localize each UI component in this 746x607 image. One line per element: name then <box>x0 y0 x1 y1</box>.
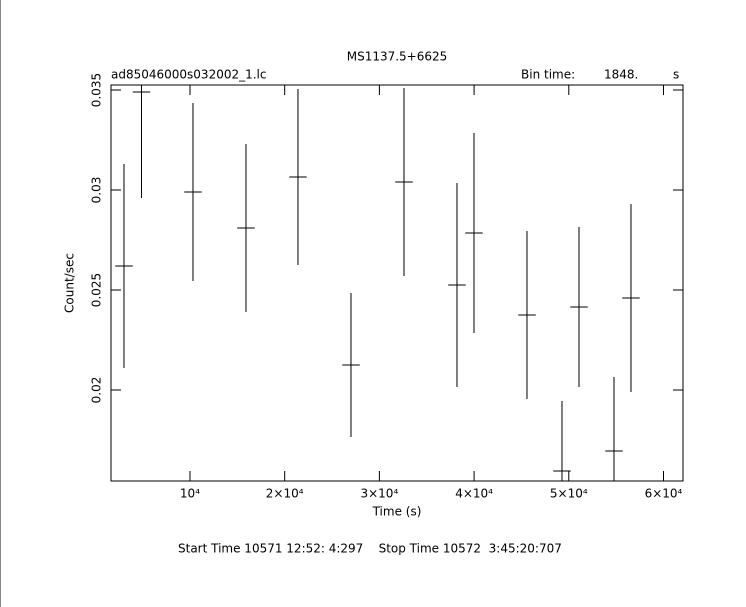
footer: Start Time 10571 12:52: 4:297 Stop Time … <box>178 542 562 556</box>
y-axis-label: Count/sec <box>63 253 77 313</box>
x-tick-label: 10⁴ <box>180 487 200 501</box>
plot-area <box>115 85 640 481</box>
x-axis-label: Time (s) <box>372 505 422 519</box>
bin-time-title: Bin time: <box>521 68 575 82</box>
x-tick-label: 4×10⁴ <box>455 487 493 501</box>
y-tick-label: 0.02 <box>90 377 104 404</box>
x-tick-label: 2×10⁴ <box>266 487 304 501</box>
x-tick-label: 3×10⁴ <box>360 487 398 501</box>
y-tick-label: 0.025 <box>90 273 104 307</box>
bin-time-unit: s <box>673 68 679 82</box>
x-tick-label: 6×10⁴ <box>645 487 683 501</box>
y-tick-label: 0.03 <box>90 177 104 204</box>
x-tick-label: 5×10⁴ <box>550 487 588 501</box>
axes: 10⁴ 2×10⁴ 3×10⁴ 4×10⁴ 5×10⁴ 6×10⁴ 0.02 0.025 0.0… <box>90 73 683 501</box>
y-tick-label: 0.035 <box>90 73 104 107</box>
bin-time: 1848. <box>604 68 638 82</box>
plot-frame <box>110 84 684 482</box>
file-name: ad85046000s032002_1.lc <box>111 68 267 82</box>
chart-title: MS1137.5+6625 <box>347 50 448 64</box>
